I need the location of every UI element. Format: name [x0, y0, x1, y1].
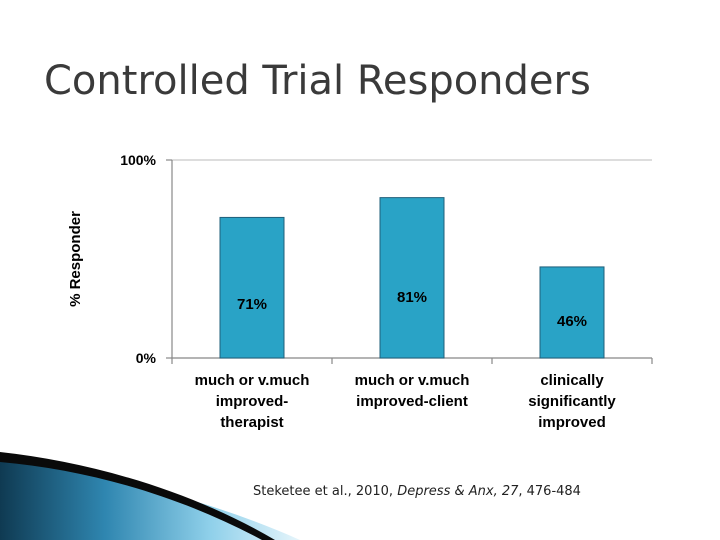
- y-tick-label: 100%: [120, 152, 156, 168]
- citation-pages: , 476-484: [518, 484, 581, 499]
- data-label: 81%: [397, 289, 427, 306]
- category-label: improved-: [216, 393, 289, 410]
- swoosh-dark-stroke: [0, 452, 275, 540]
- category-label: clinically: [540, 372, 604, 389]
- bar: [539, 266, 605, 359]
- category-label: significantly: [528, 393, 616, 410]
- slide-title: Controlled Trial Responders: [44, 58, 591, 104]
- data-label: 71%: [237, 296, 267, 313]
- data-label: 46%: [557, 313, 587, 330]
- category-label: improved: [538, 414, 606, 431]
- category-label: therapist: [220, 414, 283, 431]
- y-axis-label: % Responder: [67, 211, 84, 307]
- category-label: much or v.much: [195, 372, 310, 389]
- bar: [219, 216, 285, 359]
- citation: Steketee et al., 2010, Depress & Anx, 27…: [253, 484, 581, 499]
- bar: [379, 197, 445, 359]
- citation-authors: Steketee et al., 2010,: [253, 484, 398, 499]
- category-label: much or v.much: [355, 372, 470, 389]
- category-label: improved-client: [356, 393, 468, 410]
- citation-journal: Depress & Anx, 27: [397, 484, 519, 499]
- y-tick-label: 0%: [136, 350, 157, 366]
